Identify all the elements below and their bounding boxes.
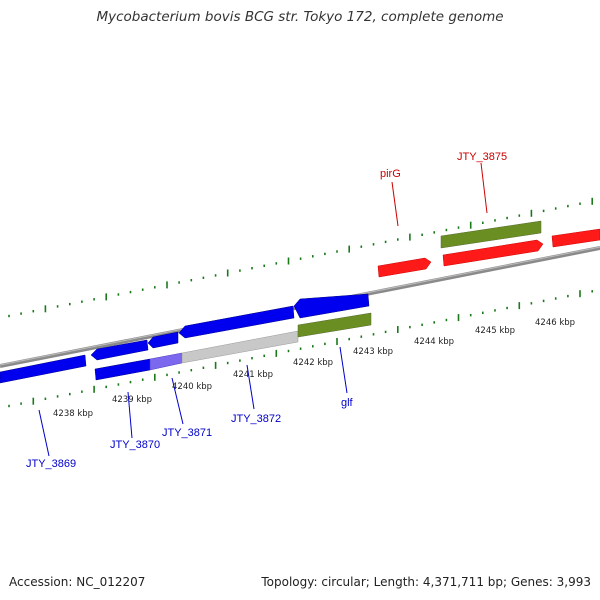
lower-tick-track <box>8 290 594 408</box>
gene-label-pirG[interactable]: pirG <box>380 168 401 180</box>
gene-label-JTY_3870[interactable]: JTY_3870 <box>110 439 160 451</box>
pseudo-JTY_3872-feature[interactable] <box>181 330 299 364</box>
genome-title: Mycobacterium bovis BCG str. Tokyo 172, … <box>96 9 504 25</box>
gene-JTY_3875-arrow[interactable] <box>442 239 544 267</box>
genome-summary-label: Topology: circular; Length: 4,371,711 bp… <box>261 575 591 589</box>
gene-glf-arrow[interactable] <box>293 293 370 319</box>
scale-label-4245: 4245 kbp <box>475 326 515 336</box>
gene-offscreen-forward-arrow[interactable] <box>551 228 600 248</box>
cds-JTY_3870-feature[interactable] <box>94 358 151 381</box>
leader-JTY_3875 <box>480 162 488 214</box>
scale-label-4242: 4242 kbp <box>293 358 333 368</box>
gene-label-JTY_3869[interactable]: JTY_3869 <box>26 458 76 470</box>
scale-label-4239: 4239 kbp <box>112 395 152 405</box>
scale-label-4246: 4246 kbp <box>535 318 575 328</box>
leader-JTY_3869 <box>38 409 50 457</box>
cds-glf-feature[interactable] <box>297 312 372 338</box>
gene-JTY_3871-arrow[interactable] <box>147 331 179 349</box>
accession-label: Accession: NC_012207 <box>9 575 146 589</box>
scale-label-4244: 4244 kbp <box>414 337 454 347</box>
gene-JTY_3872-arrow[interactable] <box>178 305 295 339</box>
gene-JTY_3870-arrow[interactable] <box>90 339 149 361</box>
scale-label-4243: 4243 kbp <box>353 347 393 357</box>
scale-label-4240: 4240 kbp <box>172 382 212 392</box>
leader-JTY_3870 <box>127 391 133 439</box>
gene-label-JTY_3871[interactable]: JTY_3871 <box>162 427 212 439</box>
scale-label-4241: 4241 kbp <box>233 370 273 380</box>
gene-label-JTY_3872[interactable]: JTY_3872 <box>231 413 281 425</box>
cds-JTY_3875-feature[interactable] <box>440 220 542 249</box>
cds-JTY_3871-feature[interactable] <box>149 352 183 371</box>
gene-JTY_3869-arrow[interactable] <box>0 354 87 384</box>
gene-label-JTY_3875[interactable]: JTY_3875 <box>457 151 507 163</box>
leader-pirG <box>391 181 399 227</box>
gene-label-glf[interactable]: glf <box>341 397 354 409</box>
leader-JTY_3872 <box>246 364 255 410</box>
leader-JTY_3871 <box>171 377 184 425</box>
upper-tick-track <box>8 197 594 318</box>
scale-label-4238: 4238 kbp <box>53 409 93 419</box>
leader-glf <box>339 346 348 394</box>
gene-pirG-arrow[interactable] <box>377 257 432 278</box>
